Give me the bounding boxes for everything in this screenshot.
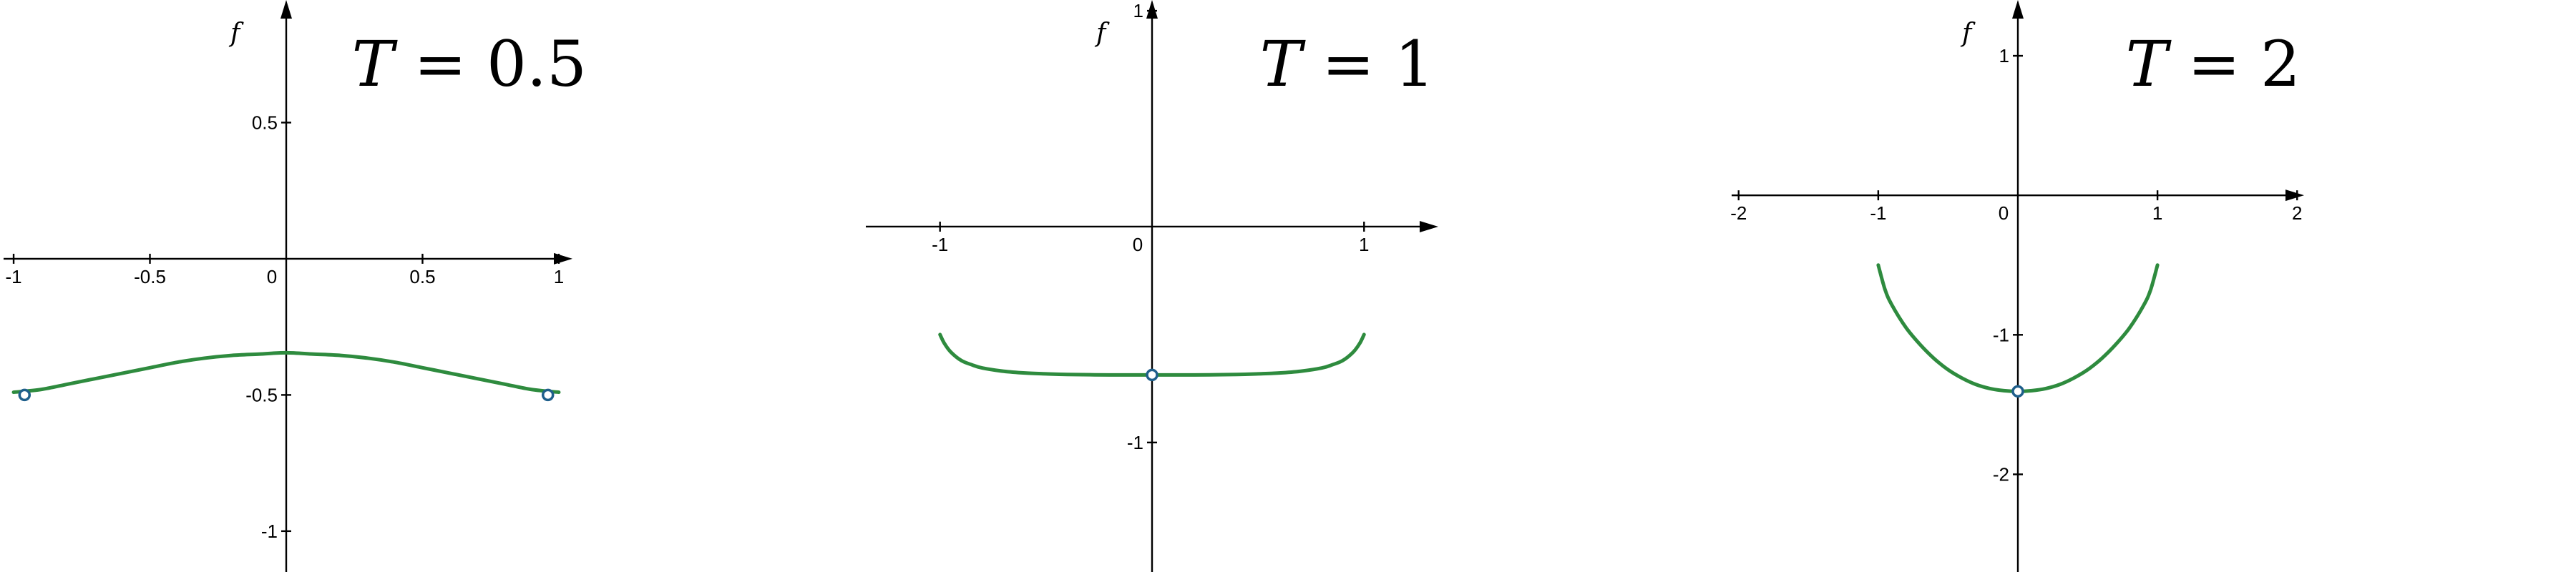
y-tick-label: -1 [1127, 432, 1143, 453]
y-axis-arrow [2012, 0, 2024, 19]
y-tick-label: 1 [1133, 0, 1143, 21]
y-axis-label: f [1094, 19, 1110, 48]
y-tick-label: -0.5 [245, 384, 278, 405]
x-tick-label: -1 [932, 234, 948, 255]
x-axis-arrow [554, 252, 572, 265]
x-tick-label: -1 [5, 266, 21, 287]
x-tick-label: -1 [1870, 202, 1886, 224]
chart-title-value: = 2 [2167, 27, 2301, 101]
x-tick-label: -0.5 [134, 266, 166, 287]
y-tick-label: -1 [1993, 324, 2009, 345]
x-tick-label: 0 [1999, 202, 2009, 224]
chart-title-value: = 1 [1302, 27, 1435, 101]
data-point-marker [2011, 385, 2024, 398]
x-axis-arrow [1420, 220, 1438, 232]
x-tick-label: 0 [1133, 234, 1143, 255]
y-tick-label: 1 [1999, 45, 2009, 66]
series-line-1 [11, 350, 561, 395]
y-tick-label: -2 [1993, 463, 2009, 485]
chart-title: T = 1 [1260, 27, 1435, 101]
chart-title-variable: T [352, 27, 399, 101]
y-axis-label: f [228, 19, 244, 48]
x-tick-label: 0.5 [409, 266, 435, 287]
y-axis-label: f [1960, 19, 1976, 48]
x-tick-label: -2 [1730, 202, 1747, 224]
data-point-marker [1146, 368, 1158, 382]
chart-title: T = 2 [2126, 27, 2301, 101]
x-tick-label: 2 [2292, 202, 2302, 224]
chart-title-variable: T [2126, 27, 2172, 101]
chart-title-value: = 0.5 [394, 27, 587, 101]
x-tick-label: 0 [267, 266, 277, 287]
chart-panel-3: -2 -1 0 1 2 -2 -1 1 f T = 2 [1730, 0, 2304, 572]
x-tick-label: 1 [554, 266, 564, 287]
y-tick-label: -1 [261, 521, 278, 542]
y-axis-arrow [1146, 0, 1158, 19]
data-point-marker [541, 388, 555, 402]
chart-title: T = 0.5 [352, 27, 587, 101]
chart-panel-1: -1 -0.5 0 0.5 1 -1 -0.5 0.5 f T = 0.5 [4, 0, 587, 572]
y-axis-arrow [280, 0, 292, 19]
y-tick-label: 0.5 [252, 112, 278, 133]
chart-title-variable: T [1260, 27, 1307, 101]
x-tick-label: 1 [1359, 234, 1369, 255]
data-point-marker [18, 388, 31, 402]
x-tick-label: 1 [2152, 202, 2162, 224]
chart-panel-2: -1 0 1 -1 1 f T = 1 [866, 0, 1438, 572]
x-axis-arrow [2285, 189, 2304, 202]
